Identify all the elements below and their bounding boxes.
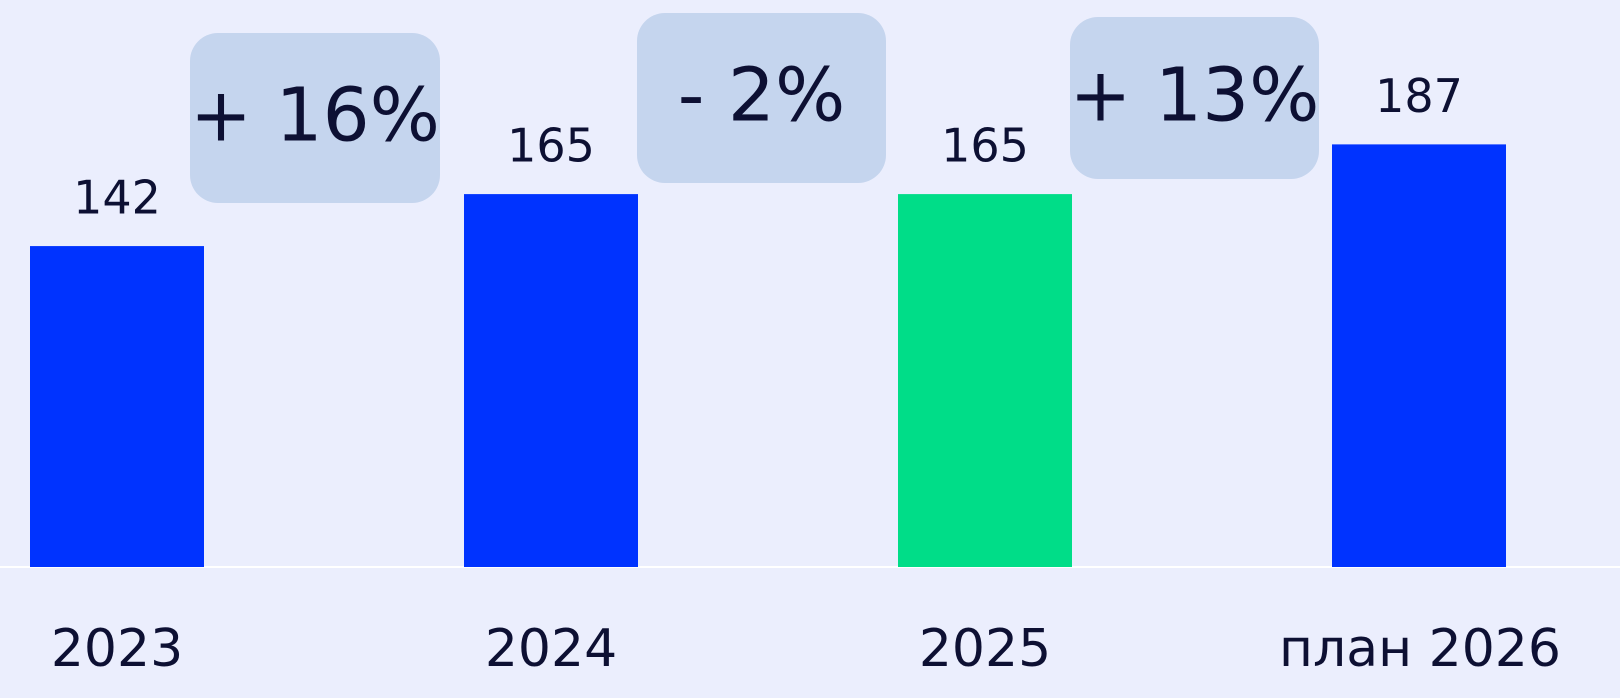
bar bbox=[30, 246, 204, 567]
bar bbox=[1332, 144, 1506, 567]
annotation-box bbox=[190, 33, 440, 203]
value-label: 165 bbox=[507, 119, 595, 173]
annotation-box bbox=[1070, 17, 1319, 179]
bar bbox=[898, 194, 1072, 567]
x-tick-label: план 2026 bbox=[1279, 619, 1561, 679]
annotation-box bbox=[637, 13, 886, 183]
value-label: 165 bbox=[941, 119, 1029, 173]
x-tick-label: 2023 bbox=[51, 619, 183, 679]
annotation: + 13% bbox=[1069, 53, 1319, 139]
value-label: 142 bbox=[73, 171, 161, 225]
x-tick-label: 2024 bbox=[485, 619, 617, 679]
x-tick-label: 2025 bbox=[919, 619, 1051, 679]
annotation: - 2% bbox=[678, 53, 846, 139]
annotation: + 16% bbox=[190, 73, 440, 159]
value-label: 187 bbox=[1375, 69, 1463, 123]
bar bbox=[464, 194, 638, 567]
